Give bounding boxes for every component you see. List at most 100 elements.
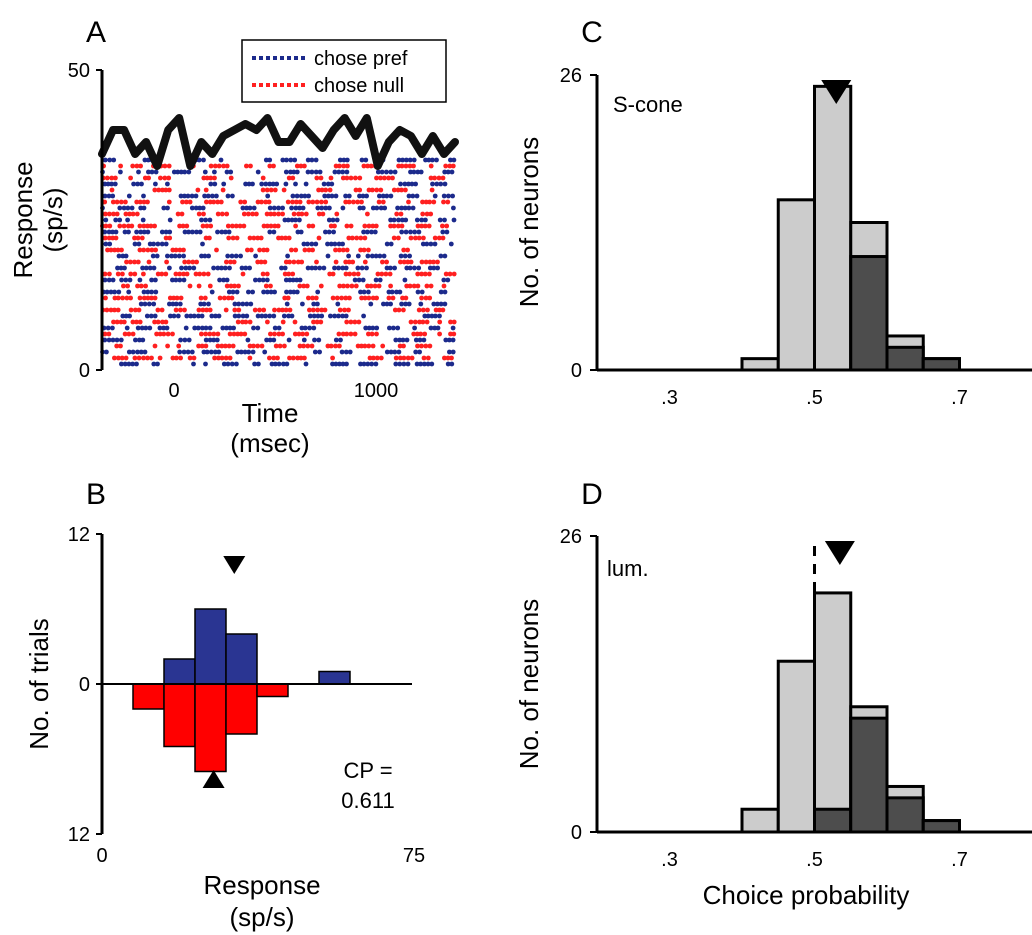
spike-dot [167,265,172,271]
spike-dot [393,361,399,367]
spike-dot [203,325,209,331]
spike-dot [364,193,369,199]
spike-dot [257,307,262,313]
spike-dot [128,175,134,181]
spike-dot [329,181,335,187]
spike-dot [204,175,210,181]
spike-dot [322,307,328,313]
spike-dot [400,337,406,343]
spike-dot [215,331,221,337]
spike-dot [307,325,312,331]
spike-dot [217,295,223,301]
spike-dot [432,325,438,331]
spike-dot [438,301,444,307]
spike-dot [384,241,390,247]
spike-dot [272,223,278,229]
spike-dot [409,181,415,187]
spike-dot [181,277,187,283]
spike-dot [314,199,320,205]
spike-dot [288,169,293,175]
x-axis-label-unit: (sp/s) [230,902,295,932]
spike-dot [196,307,202,313]
spike-dot [343,295,349,301]
spike-dot [130,319,136,325]
spike-dot [256,361,261,367]
spike-dot [149,289,155,295]
spike-dot [357,187,363,193]
spike-dot [247,235,253,241]
spike-dot [240,271,246,277]
spike-dot [368,163,374,169]
spike-dot [104,289,110,295]
spike-dot [314,259,319,265]
spike-dot [286,175,292,181]
spike-dot [346,193,352,199]
spike-dot [261,223,267,229]
spike-dot [211,331,217,337]
spike-dot [362,223,368,229]
spike-dot [432,175,437,181]
spike-dot [381,253,387,259]
spike-dot [318,175,324,181]
spike-dot [126,193,132,199]
spike-dot [214,337,220,343]
spike-dot [224,169,230,175]
spike-dot [211,199,217,205]
spike-dot [323,229,328,235]
spike-dot [412,229,418,235]
spike-dot [365,229,370,235]
spike-dot [267,355,272,361]
spike-dot [401,247,407,253]
spike-dot [135,349,140,355]
spike-dot [325,253,331,259]
spike-dot [176,253,182,259]
spike-dot [235,319,241,325]
spike-dot [443,337,449,343]
spike-dot [312,337,317,343]
spike-dot [323,205,329,211]
spike-dot [342,307,347,313]
spike-dot [428,325,434,331]
spike-dot [207,337,213,343]
spike-dot [215,199,221,205]
spike-dot [280,205,285,211]
spike-dot [414,331,420,337]
spike-dot [265,289,270,295]
spike-dot [137,319,143,325]
spike-dot [141,295,147,301]
spike-dot [167,295,173,301]
spike-dot [346,199,352,205]
spike-dot [348,319,354,325]
spike-dot [292,319,298,325]
spike-dot [281,361,286,367]
spike-dot [225,223,231,229]
spike-dot [198,295,204,301]
spike-dot [236,313,242,319]
spike-dot [323,187,329,193]
spike-dot [215,229,220,235]
spike-dot [110,229,115,235]
spike-dot [173,271,179,277]
spike-dot [119,247,124,253]
spike-dot [224,277,230,283]
spike-dot [358,247,363,253]
spike-dot [393,337,399,343]
spike-dot [397,289,403,295]
spike-dot [300,301,305,307]
spike-dot [130,163,136,169]
spike-dot [174,295,180,301]
x-tick-label: .7 [951,849,968,871]
spike-dot [208,349,214,355]
spike-dot [189,349,195,355]
spike-dot [291,289,297,295]
spike-dot [340,331,346,337]
spike-dot [109,187,115,193]
spike-dot [421,337,427,343]
spike-dot [429,313,435,319]
spike-dot [127,313,132,319]
spike-dot [423,343,429,349]
spike-dot [428,175,434,181]
spike-dot [255,343,261,349]
spike-dot [399,163,405,169]
spike-dot [104,307,110,313]
